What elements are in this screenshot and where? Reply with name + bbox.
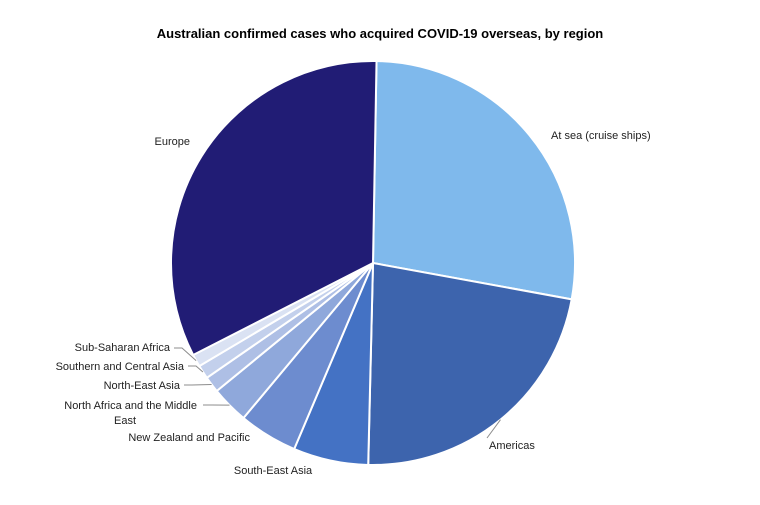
pie-slices — [170, 60, 576, 466]
leader-line — [486, 419, 501, 439]
slice-label-north-africa-middle-east: North Africa and the Middle East — [64, 400, 200, 427]
slice-label-north-africa-line2: East — [114, 415, 136, 427]
slice-label-europe: Europe — [155, 136, 190, 148]
leader-lines — [174, 347, 501, 439]
leader-line — [174, 347, 197, 361]
slice-label-north-africa-line1: North Africa and the Middle — [64, 400, 197, 412]
pie-slice-at-sea-cruise-ships — [371, 60, 576, 301]
slice-label-sub-saharan-africa: Sub-Saharan Africa — [75, 342, 171, 354]
pie-slice-americas — [367, 261, 573, 466]
pie-slice-europe — [170, 60, 378, 357]
slice-label-north-east-asia: North-East Asia — [104, 380, 181, 392]
slice-label-at-sea: At sea (cruise ships) — [551, 130, 651, 142]
chart-title: Australian confirmed cases who acquired … — [157, 26, 604, 41]
slice-label-southern-central-asia: Southern and Central Asia — [56, 361, 185, 373]
leader-line — [188, 365, 204, 373]
leader-line — [184, 384, 212, 386]
slice-label-south-east-asia: South-East Asia — [234, 465, 313, 477]
slice-label-americas: Americas — [489, 440, 535, 452]
slice-label-new-zealand-pacific: New Zealand and Pacific — [128, 432, 250, 444]
